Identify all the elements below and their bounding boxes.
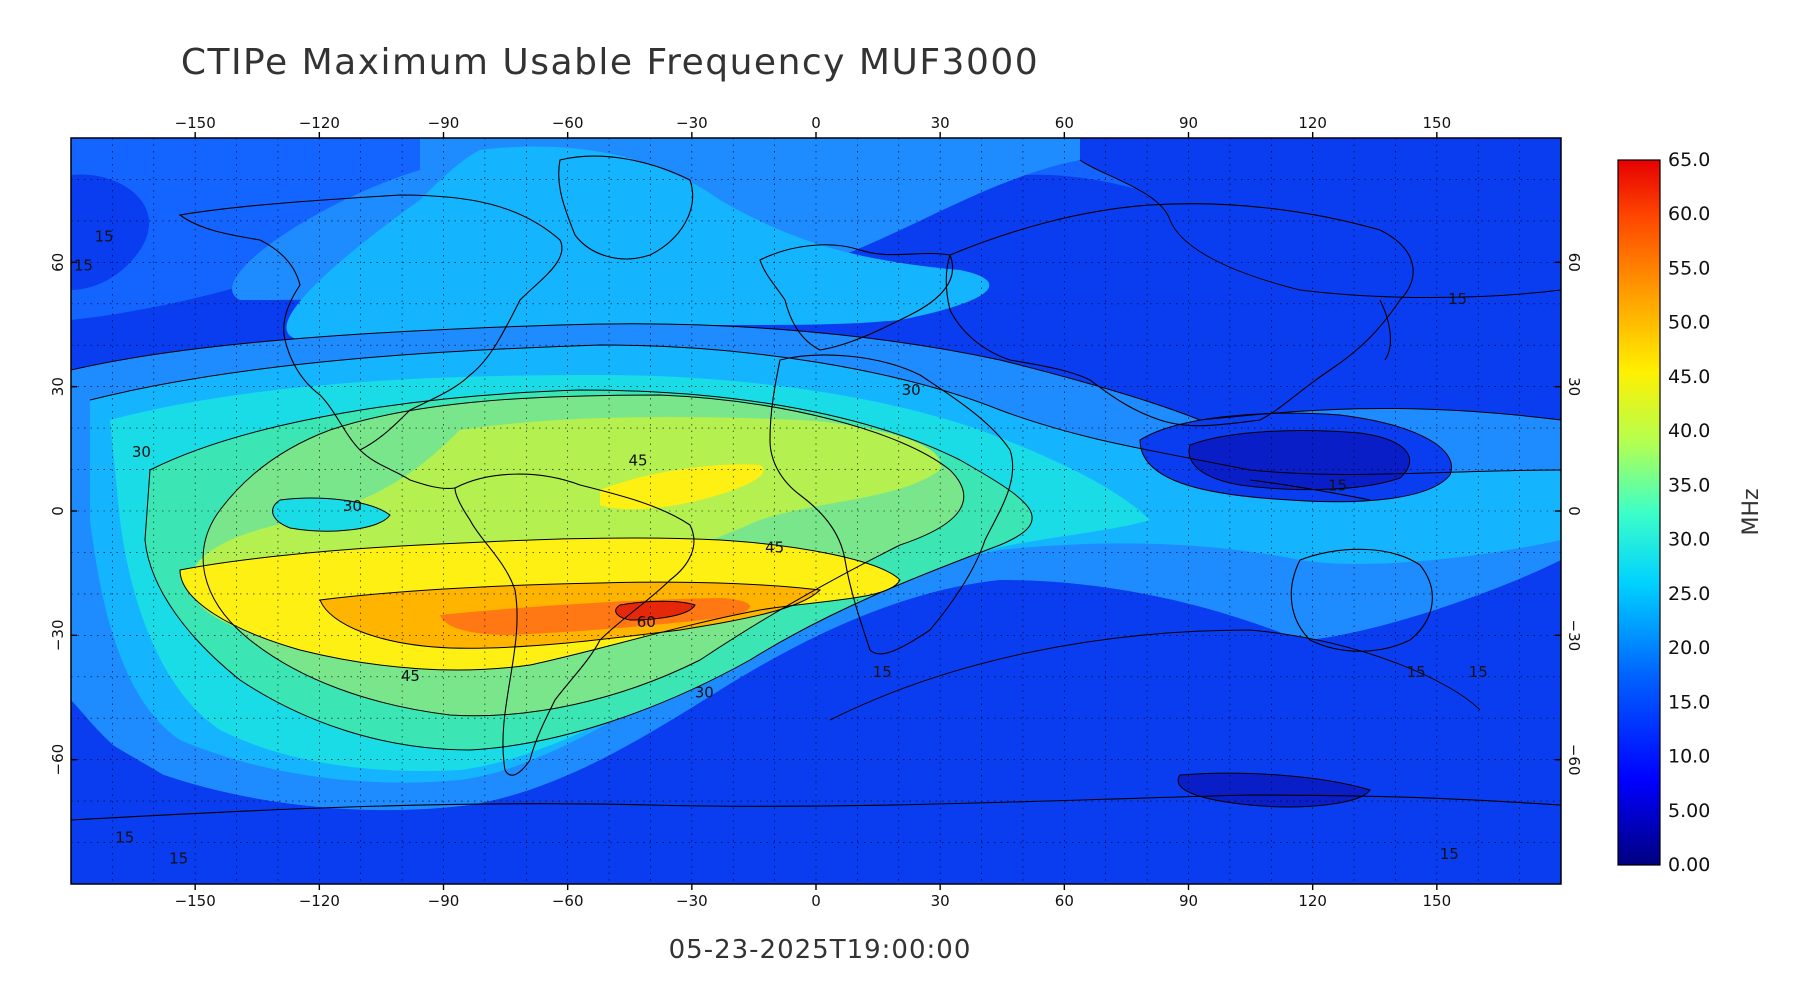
contour-label: 30 [343, 497, 362, 515]
colorbar-tick-label: 20.0 [1668, 637, 1710, 659]
lon-label-top: 0 [811, 114, 821, 132]
lon-label-top: −30 [676, 114, 708, 132]
contour-label: 15 [74, 257, 93, 275]
colorbar-tick-label: 5.00 [1668, 800, 1710, 822]
north-america-outline [178, 194, 563, 451]
timestamp: 05-23-2025T19:00:00 [668, 935, 972, 965]
band-5-10-arctic [1080, 138, 1561, 298]
contour-label: 15 [1440, 845, 1459, 863]
lat-label-right: 30 [1565, 377, 1583, 396]
contour-label: 15 [95, 228, 114, 246]
axis-ticks [71, 132, 1561, 890]
australia-outline [1290, 548, 1433, 652]
central-america-outline [359, 449, 456, 489]
band-5-10-arctic-west [71, 174, 150, 290]
greenland-outline [558, 155, 694, 260]
contour-label: 30 [902, 381, 921, 399]
contour-label: 30 [132, 443, 151, 461]
band-5-10-south [830, 630, 1480, 740]
contour-label: 15 [115, 829, 134, 847]
lon-label-bottom: 60 [1055, 892, 1074, 910]
colorbar-tick-label: 15.0 [1668, 691, 1710, 713]
band-0-5-south [1178, 773, 1370, 807]
asia-outline [945, 203, 1414, 427]
indonesia-outline [1249, 479, 1371, 501]
contour-label: 30 [695, 684, 714, 702]
contour-label: 60 [637, 613, 656, 631]
lat-label-right: 0 [1565, 506, 1583, 516]
band-45-50-north [600, 464, 764, 510]
colorbar-tick-label: 50.0 [1668, 312, 1710, 334]
colorbar-tick-label: 55.0 [1668, 257, 1710, 279]
colorbar-tick-label: 40.0 [1668, 420, 1710, 442]
lon-label-bottom: −90 [428, 892, 460, 910]
lat-label-left: 30 [49, 377, 67, 396]
lon-label-bottom: −60 [552, 892, 584, 910]
graticule [71, 138, 1561, 884]
lat-label-right: −60 [1565, 744, 1583, 776]
contour-label: 15 [1469, 663, 1488, 681]
lat-label-right: 60 [1565, 253, 1583, 272]
lon-label-top: 120 [1298, 114, 1327, 132]
lon-label-bottom: 30 [931, 892, 950, 910]
colorbar-tick-label: 30.0 [1668, 529, 1710, 551]
lon-label-top: −120 [299, 114, 340, 132]
lon-label-top: 30 [931, 114, 950, 132]
colorbar-tick-label: 35.0 [1668, 474, 1710, 496]
lon-label-bottom: 150 [1423, 892, 1452, 910]
contour-label: 45 [628, 451, 647, 469]
lon-label-bottom: 120 [1298, 892, 1327, 910]
lat-label-left: 60 [49, 253, 67, 272]
japan-outline [1379, 299, 1391, 361]
lon-label-top: −60 [552, 114, 584, 132]
lat-label-left: −30 [49, 620, 67, 652]
lon-label-top: −150 [175, 114, 216, 132]
band-5-10-sw [71, 720, 240, 832]
contour-label: 15 [169, 849, 188, 867]
lon-label-top: 90 [1179, 114, 1198, 132]
colorbar-tick-label: 10.0 [1668, 746, 1710, 768]
colorbar-tick-label: 25.0 [1668, 583, 1710, 605]
lat-label-left: 0 [49, 506, 67, 516]
chart-title: CTIPe Maximum Usable Frequency MUF3000 [180, 42, 1040, 83]
colorbar-tick-label: 65.0 [1668, 149, 1710, 171]
colorbar-tick-label: 45.0 [1668, 366, 1710, 388]
africa-outline [769, 354, 1014, 655]
contour-label: 15 [1448, 290, 1467, 308]
antarctica-outline [71, 794, 1561, 821]
axis-labels: −150 −150 −120 −120 −90 −90 −60 −60 −30 −30 0 0 30 30… [49, 114, 1583, 910]
band-20-25-north [286, 146, 990, 340]
contour-lines [71, 159, 1561, 808]
lon-label-bottom: −150 [175, 892, 216, 910]
lon-label-top: 150 [1423, 114, 1452, 132]
colorbar-tick-label: 60.0 [1668, 203, 1710, 225]
contour-label: 15 [1328, 476, 1347, 494]
contour-label: 45 [401, 667, 420, 685]
contour-label: 15 [873, 663, 892, 681]
colorbar [1617, 159, 1661, 866]
lon-label-bottom: −120 [299, 892, 340, 910]
lon-label-bottom: 90 [1179, 892, 1198, 910]
lon-label-top: 60 [1055, 114, 1074, 132]
lon-label-top: −90 [428, 114, 460, 132]
colorbar-tick-label: 0.00 [1668, 854, 1710, 876]
south-america-outline [454, 473, 695, 776]
colorbar-unit-label: MHz [1739, 488, 1764, 535]
contour-label: 15 [1407, 663, 1426, 681]
colorbar-labels: 65.0 60.0 55.0 50.0 45.0 40.0 35.0 30.0 25.0 20.0… [1668, 149, 1710, 876]
lat-label-right: −30 [1565, 620, 1583, 652]
contour-label: 45 [765, 538, 784, 556]
lon-label-bottom: −30 [676, 892, 708, 910]
lat-label-left: −60 [49, 744, 67, 776]
lon-label-bottom: 0 [811, 892, 821, 910]
